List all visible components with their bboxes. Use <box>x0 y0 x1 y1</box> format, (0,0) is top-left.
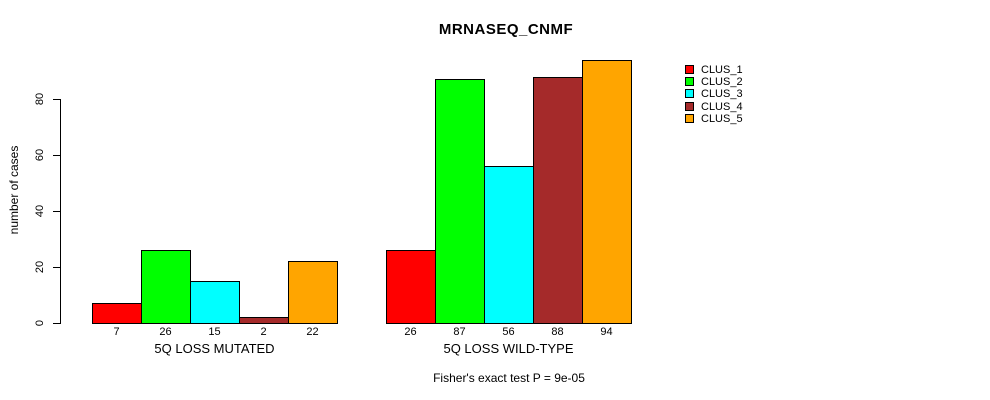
bar-value-label: 87 <box>453 326 466 338</box>
y-axis-tick <box>53 211 61 212</box>
bar-clus_5-group1 <box>288 261 338 324</box>
y-axis-tick-label: 60 <box>34 148 46 162</box>
y-axis-tick <box>53 155 61 156</box>
bar-clus_2-group2 <box>435 79 485 324</box>
x-group-label: 5Q LOSS WILD-TYPE <box>443 341 574 356</box>
legend-label: CLUS_2 <box>701 76 743 89</box>
bar-clus_5-group2 <box>582 60 632 324</box>
bar-clus_4-group1 <box>239 317 289 324</box>
y-axis-tick-label: 80 <box>34 92 46 106</box>
bar-value-label: 56 <box>502 326 515 338</box>
legend-label: CLUS_3 <box>701 88 743 101</box>
chart-title: MRNASEQ_CNMF <box>438 21 574 38</box>
bar-clus_3-group1 <box>190 281 240 324</box>
y-axis-label: number of cases <box>7 145 21 235</box>
legend-swatch-clus_5 <box>685 113 694 123</box>
x-group-label: 5Q LOSS MUTATED <box>154 341 275 356</box>
legend-label: CLUS_5 <box>701 112 743 125</box>
bar-value-label: 15 <box>208 326 221 338</box>
bar-clus_1-group1 <box>92 303 142 324</box>
y-axis-tick-label: 20 <box>34 260 46 274</box>
bar-clus_3-group2 <box>484 166 534 324</box>
y-axis-tick <box>53 267 61 268</box>
legend-swatch-clus_3 <box>685 89 694 99</box>
legend-swatch-clus_2 <box>685 77 694 87</box>
bar-value-label: 22 <box>306 326 319 338</box>
footnote: Fisher's exact test P = 9e-05 <box>433 371 585 385</box>
bar-value-label: 2 <box>260 326 267 338</box>
legend-swatch-clus_4 <box>685 101 694 111</box>
legend-label: CLUS_4 <box>701 100 743 113</box>
bar-value-label: 88 <box>551 326 564 338</box>
bar-value-label: 7 <box>113 326 120 338</box>
y-axis-tick-label: 40 <box>34 204 46 218</box>
legend-label: CLUS_1 <box>701 64 743 76</box>
bar-clus_2-group1 <box>141 250 191 324</box>
bar-clus_4-group2 <box>533 77 583 324</box>
y-axis-tick <box>53 323 61 324</box>
legend-swatch-clus_1 <box>685 65 694 74</box>
y-axis-tick-label: 0 <box>34 319 46 327</box>
bar-clus_1-group2 <box>386 250 436 324</box>
bar-value-label: 94 <box>600 326 613 338</box>
y-axis-tick <box>53 99 61 100</box>
bar-value-label: 26 <box>404 326 417 338</box>
bar-value-label: 26 <box>159 326 172 338</box>
